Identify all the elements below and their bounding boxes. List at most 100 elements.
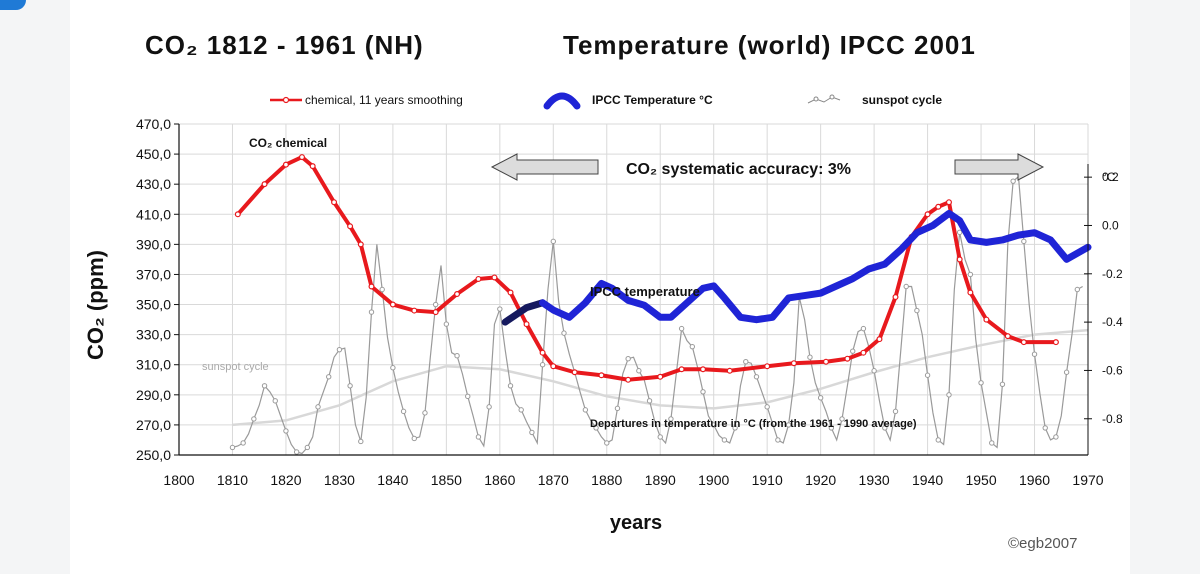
- x-tick-label: 1890: [645, 472, 676, 488]
- sunspot-point: [785, 422, 792, 428]
- sunspot-point: [636, 368, 642, 374]
- y-tick-label: 430,0: [136, 176, 171, 192]
- legend-co2-label: chemical, 11 years smoothing: [305, 93, 463, 107]
- sunspot-point: [422, 410, 428, 416]
- y2-tick-label: 0.2: [1102, 170, 1119, 184]
- sunspot-point: [465, 393, 471, 400]
- sunspot-point: [486, 404, 492, 410]
- legend: chemical, 11 years smoothing IPCC Temper…: [270, 92, 942, 110]
- co2-point: [967, 289, 974, 296]
- co2-point: [700, 366, 707, 373]
- sunspot-point: [497, 306, 503, 312]
- y-tick-label: 450,0: [136, 146, 171, 162]
- sunspot-point: [989, 440, 995, 446]
- co2-point: [491, 274, 498, 281]
- co2-point: [347, 223, 354, 230]
- sunspot-point: [379, 286, 385, 293]
- sunspot-point: [646, 398, 653, 404]
- co2-point: [924, 211, 931, 218]
- x-axis-title: years: [610, 512, 662, 534]
- sunspot-point: [1053, 434, 1059, 440]
- sunspot-series: [229, 175, 1083, 455]
- co2-point: [282, 161, 289, 168]
- sunspot-point: [775, 437, 781, 443]
- x-tick-label: 1960: [1019, 472, 1050, 488]
- sunspot-point: [978, 380, 984, 386]
- sunspot-point: [860, 325, 867, 332]
- sunspot-point: [315, 404, 321, 410]
- co2-point: [790, 360, 797, 367]
- co2-point: [432, 309, 439, 316]
- sunspot-point: [956, 229, 963, 236]
- sunspot-point: [1021, 238, 1027, 245]
- co2-point: [1020, 339, 1027, 346]
- co2-point: [357, 241, 364, 248]
- co2-point: [309, 163, 316, 170]
- x-tick-label: 1930: [859, 472, 890, 488]
- co2-point: [892, 294, 899, 301]
- annotation-accuracy: CO₂ systematic accuracy: 3%: [626, 161, 851, 178]
- co2-point: [935, 203, 942, 210]
- legend-sunspot-swatch: [807, 96, 841, 104]
- sunspot-point: [550, 238, 556, 245]
- co2-point: [475, 275, 482, 282]
- x-tick-label: 1850: [431, 472, 462, 488]
- right-margin-panel: [1130, 0, 1200, 574]
- co2-point: [539, 349, 546, 356]
- co2-point: [454, 291, 461, 298]
- y-axis-title: CO₂ (ppm): [83, 250, 108, 360]
- sunspot-point: [368, 309, 375, 315]
- co2-point: [956, 256, 963, 263]
- sunspot-point: [828, 425, 835, 431]
- x-tick-label: 1920: [805, 472, 836, 488]
- y-tick-label: 270,0: [136, 417, 171, 433]
- sunspot-point: [764, 404, 770, 410]
- y2-tick-label: 0.0: [1102, 218, 1119, 232]
- co2-point: [726, 367, 733, 374]
- sunspot-point: [251, 416, 257, 422]
- co2-point: [983, 316, 990, 323]
- annotation-departures: Departures in temperature in °C (from th…: [590, 418, 917, 430]
- sunspot-point: [903, 283, 909, 290]
- watermark: ©egb2007: [1008, 535, 1077, 552]
- co2-line: [236, 155, 1056, 382]
- sunspot-point: [935, 437, 941, 443]
- sunspot-point: [604, 440, 610, 446]
- sunspot-point: [443, 321, 450, 327]
- sunspot-point: [261, 383, 268, 389]
- sunspot-point: [839, 416, 845, 422]
- annotation-sunspot-cycle: sunspot cycle: [202, 361, 269, 373]
- sunspot-point: [293, 449, 300, 455]
- y-tick-label: 470,0: [136, 116, 171, 132]
- co2-point: [261, 181, 268, 188]
- co2-point: [411, 307, 418, 314]
- right-arrow-icon: [954, 153, 1045, 181]
- sunspot-point: [882, 425, 888, 431]
- sunspot-point: [390, 365, 396, 371]
- chart-title-temperature: Temperature (world) IPCC 2001: [563, 30, 976, 60]
- sunspot-point: [871, 368, 877, 374]
- sunspot-point: [999, 381, 1006, 387]
- sunspot-point: [700, 389, 706, 395]
- co2-point: [876, 336, 883, 343]
- ipcc-temperature-series: [501, 209, 1092, 326]
- y2-axis-unit: °C: [1102, 170, 1116, 184]
- y-tick-label: 310,0: [136, 357, 171, 373]
- sunspot-point: [817, 395, 824, 401]
- sunspot-point: [582, 407, 589, 413]
- co2-point: [331, 199, 338, 206]
- sunspot-point: [561, 330, 567, 336]
- co2-point: [389, 301, 396, 308]
- legend-co2-marker: [282, 96, 290, 104]
- y2-tick-label: -0.6: [1102, 363, 1123, 377]
- sunspot-point: [807, 354, 813, 360]
- y-tick-label: 390,0: [136, 236, 171, 252]
- sunspot-point: [614, 405, 621, 412]
- x-tick-label: 1840: [377, 472, 408, 488]
- y2-tick-label: -0.4: [1102, 315, 1123, 329]
- sunspot-point: [892, 408, 899, 415]
- x-tick-label: 1820: [270, 472, 301, 488]
- sunspot-point: [358, 438, 364, 445]
